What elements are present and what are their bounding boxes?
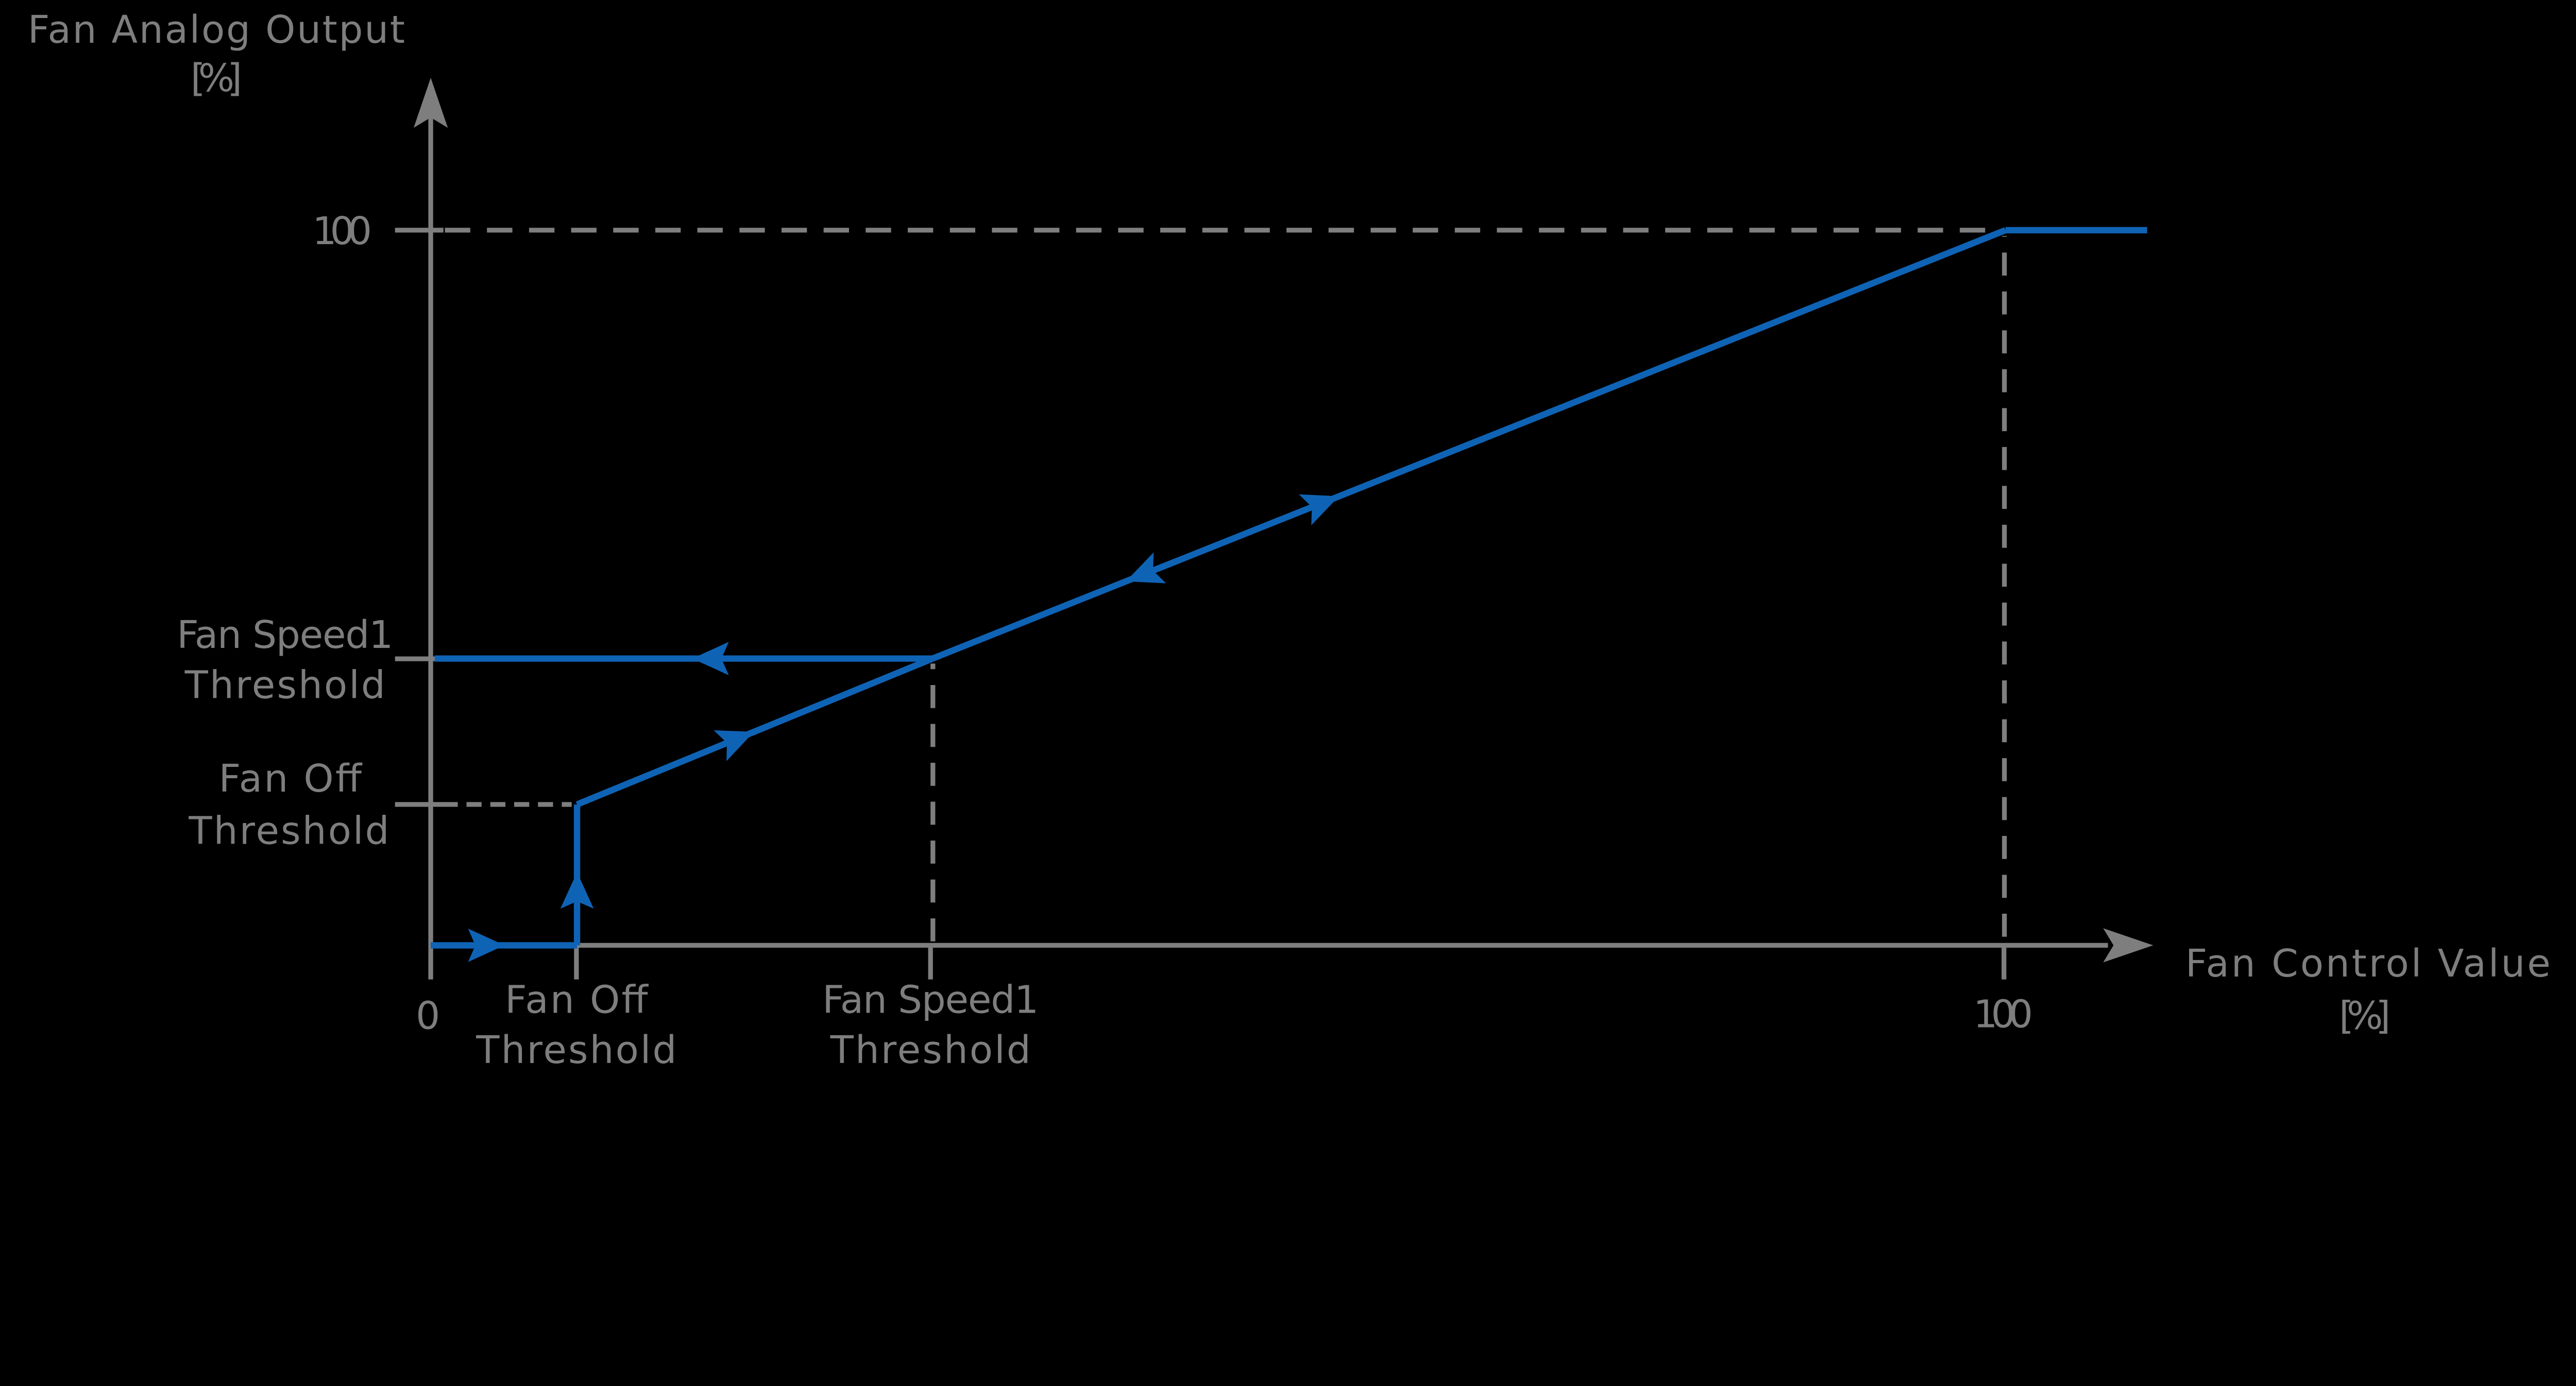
y-label-fan-speed1-line1: Fan Speed1 — [177, 613, 393, 657]
flow-arrow — [692, 642, 729, 675]
flow-arrow — [1126, 552, 1166, 584]
y-axis-title-line2: [%] — [191, 56, 242, 100]
y-tick-label-100: 100 — [312, 209, 372, 253]
x-label-fan-speed1-line1: Fan Speed1 — [822, 978, 1039, 1022]
x-axis-arrowhead — [2103, 928, 2154, 963]
axes-group — [395, 78, 2154, 980]
flow-arrow — [1299, 494, 1340, 525]
diagram-canvas: Fan Analog Output [%] 100 Fan Speed1 Thr… — [27, 7, 2551, 1068]
y-label-fan-off-line2: Threshold — [188, 809, 389, 853]
y-label-fan-off-line1: Fan Off — [219, 757, 363, 801]
x-label-fan-speed1-line2: Threshold — [830, 1028, 1031, 1068]
labels-group: Fan Analog Output [%] 100 Fan Speed1 Thr… — [28, 8, 2551, 1068]
flow-arrow — [714, 730, 754, 761]
x-axis-title-line2: [%] — [2339, 994, 2391, 1038]
curve-layer — [431, 227, 2147, 962]
flow-arrow — [560, 872, 594, 909]
curve-segment-upper-ramp — [931, 227, 2007, 662]
x-tick-label-100: 100 — [1973, 992, 2033, 1036]
x-label-fan-off-line1: Fan Off — [505, 978, 649, 1022]
y-label-fan-speed1-line2: Threshold — [184, 663, 385, 708]
x-label-fan-off-line2: Threshold — [476, 1028, 676, 1068]
x-tick-label-0: 0 — [416, 994, 440, 1038]
y-axis-title-line1: Fan Analog Output — [28, 8, 405, 52]
curve-segment-lower-ramp — [575, 655, 934, 808]
fan-curve-diagram: Fan Analog Output [%] 100 Fan Speed1 Thr… — [27, 7, 2551, 1068]
y-axis-arrowhead — [413, 78, 448, 128]
flow-arrow — [468, 929, 505, 962]
x-axis-title-line1: Fan Control Value — [2185, 942, 2551, 986]
